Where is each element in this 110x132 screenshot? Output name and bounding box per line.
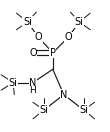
Text: O: O bbox=[35, 32, 42, 42]
Text: N: N bbox=[29, 77, 37, 88]
Text: Si: Si bbox=[23, 17, 32, 27]
Text: P: P bbox=[50, 48, 56, 58]
Text: O: O bbox=[64, 32, 72, 42]
Text: Si: Si bbox=[9, 77, 18, 88]
Text: Si: Si bbox=[79, 105, 88, 115]
Text: N: N bbox=[60, 90, 68, 100]
Text: O: O bbox=[29, 48, 37, 58]
Text: N: N bbox=[29, 77, 37, 88]
Text: Si: Si bbox=[40, 105, 48, 115]
Text: Si: Si bbox=[75, 17, 84, 27]
Text: H: H bbox=[30, 86, 36, 95]
